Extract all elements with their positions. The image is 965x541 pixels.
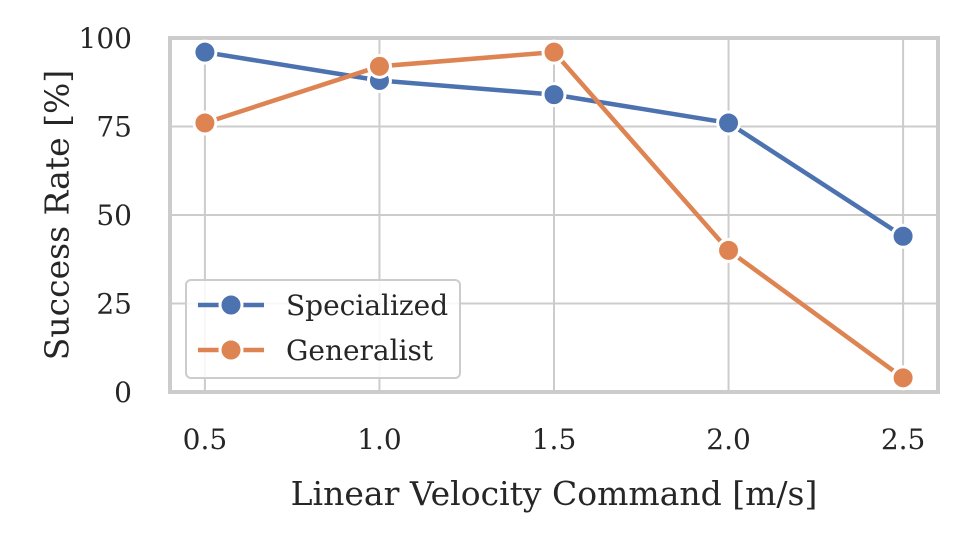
y-tick-label: 50 [96, 199, 132, 232]
x-tick-label: 2.5 [881, 423, 926, 456]
x-tick-label: 0.5 [183, 423, 228, 456]
y-tick-label: 75 [96, 111, 132, 144]
data-point-specialized [192, 39, 218, 65]
data-point-generalist [716, 237, 742, 263]
plot-frame [168, 36, 940, 394]
legend-item-specialized: Specialized [198, 289, 448, 322]
y-tick-label: 25 [96, 288, 132, 321]
data-point-generalist [366, 53, 392, 79]
x-tick-label: 2.0 [706, 423, 751, 456]
series-layer [192, 39, 916, 391]
data-point-generalist [192, 110, 218, 136]
x-tick-label: 1.5 [532, 423, 577, 456]
legend: Specialized Generalist [185, 279, 461, 379]
legend-marker-generalist [218, 337, 244, 363]
y-tick-label: 100 [79, 22, 132, 55]
legend-label-specialized: Specialized [286, 289, 448, 322]
y-axis-label: Success Rate [%] [38, 70, 77, 360]
legend-item-generalist: Generalist [198, 334, 434, 367]
data-point-generalist [890, 365, 916, 391]
legend-marker-specialized [218, 292, 244, 318]
data-point-specialized [541, 82, 567, 108]
tick-labels: 0.5 1.0 1.5 2.0 2.5 0 25 50 75 100 [79, 22, 926, 456]
series-generalist [192, 39, 916, 391]
data-point-specialized [890, 223, 916, 249]
legend-label-generalist: Generalist [286, 334, 434, 367]
y-tick-label: 0 [114, 376, 132, 409]
data-point-generalist [541, 39, 567, 65]
x-axis-label: Linear Velocity Command [m/s] [291, 474, 818, 513]
data-point-specialized [716, 110, 742, 136]
x-tick-label: 1.0 [357, 423, 402, 456]
